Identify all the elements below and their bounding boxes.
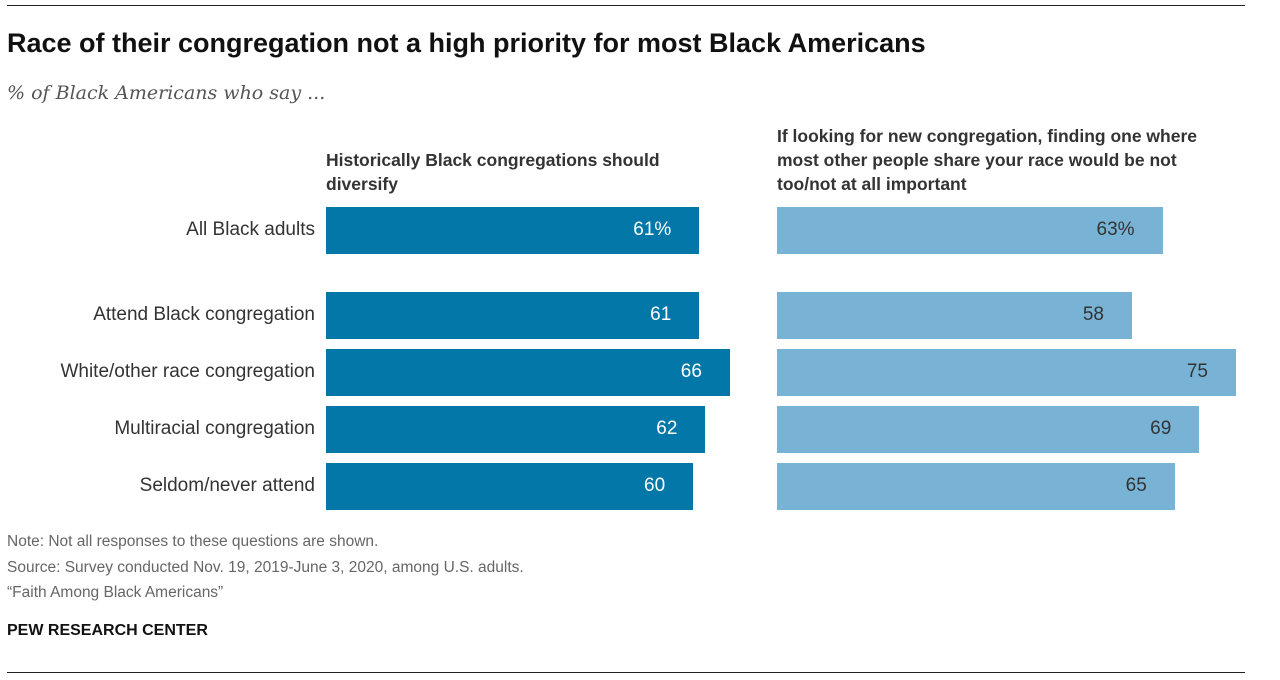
data-label: 63% <box>1096 219 1135 240</box>
data-label: 75 <box>1186 361 1208 382</box>
bar <box>326 349 730 396</box>
panel-header-left: Historically Black congregations should … <box>326 150 660 194</box>
bar <box>326 406 706 453</box>
category-label: White/other race congregation <box>60 361 315 382</box>
data-label: 58 <box>1082 304 1104 325</box>
bar <box>777 292 1132 339</box>
brand: PEW RESEARCH CENTER <box>7 622 208 639</box>
category-label: Seldom/never attend <box>139 475 315 496</box>
chart-title: Race of their congregation not a high pr… <box>7 28 926 58</box>
data-label: 61 <box>650 304 672 325</box>
report-title: “Faith Among Black Americans” <box>7 584 224 601</box>
source: Source: Survey conducted Nov. 19, 2019-J… <box>7 559 524 576</box>
panel-header-right: If looking for new congregation, finding… <box>777 126 1197 194</box>
category-label: Attend Black congregation <box>93 304 315 325</box>
data-label: 62 <box>656 418 678 439</box>
bar <box>326 463 694 510</box>
data-label: 61% <box>633 219 672 240</box>
bar <box>777 463 1175 510</box>
bar <box>777 349 1236 396</box>
data-label: 66 <box>680 361 702 382</box>
data-label: 65 <box>1125 475 1147 496</box>
chart-subtitle: % of Black Americans who say ... <box>7 82 326 104</box>
bar <box>777 207 1163 254</box>
bar <box>326 292 700 339</box>
bar <box>777 406 1200 453</box>
category-label: All Black adults <box>186 219 315 240</box>
bottom-rule <box>7 672 1245 673</box>
data-label: 60 <box>644 475 666 496</box>
top-rule <box>7 5 1245 6</box>
bar <box>326 207 700 254</box>
category-label: Multiracial congregation <box>114 418 315 439</box>
data-label: 69 <box>1150 418 1172 439</box>
note: Note: Not all responses to these questio… <box>7 533 379 550</box>
